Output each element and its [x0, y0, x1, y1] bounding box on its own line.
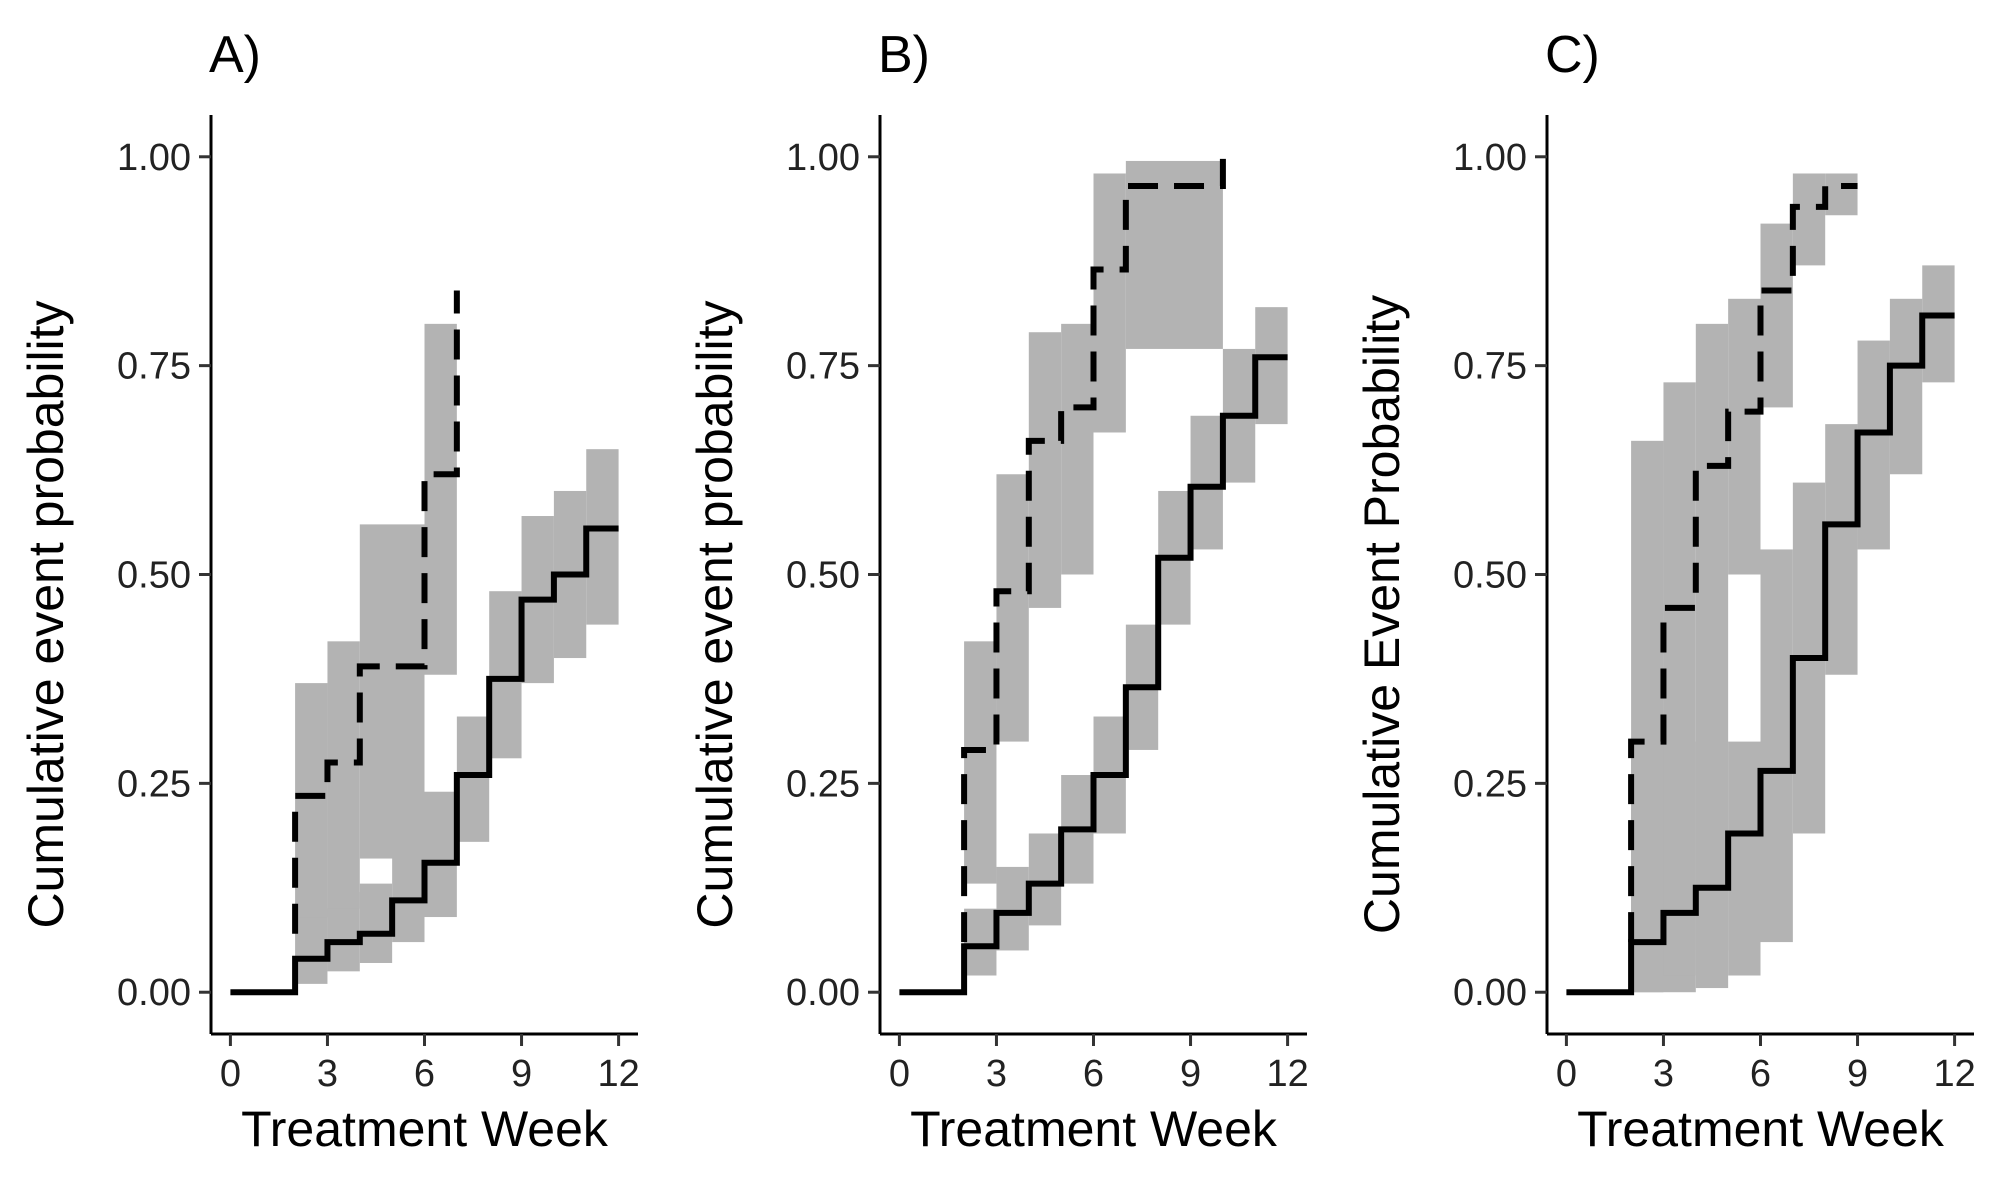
confidence-band: [1061, 323, 1094, 575]
y-tick-label: 0.75: [1453, 346, 1527, 388]
confidence-band: [489, 591, 522, 759]
panel: 0.00 0.25 0.50 0.75 1.00 0 3 6 9 12 Treatment Week…: [1354, 26, 1976, 1157]
confidence-band: [964, 641, 997, 884]
y-tick-label: 0.50: [1453, 555, 1527, 597]
confidence-band: [996, 866, 1029, 951]
panel-title: C): [1545, 26, 1600, 84]
x-tick-label: 12: [1933, 1053, 1975, 1095]
x-tick-label: 0: [889, 1053, 910, 1095]
x-tick-label: 6: [1750, 1053, 1771, 1095]
y-tick-label: 0.00: [117, 972, 191, 1014]
confidence-band: [295, 683, 328, 918]
y-tick-label: 1.00: [786, 137, 860, 179]
x-tick-label: 6: [1083, 1053, 1104, 1095]
confidence-band: [1728, 741, 1761, 976]
confidence-band: [1857, 340, 1890, 550]
confidence-band: [964, 908, 997, 976]
confidence-band: [1028, 833, 1062, 926]
x-tick-label: 3: [986, 1053, 1007, 1095]
step-line: [292, 290, 460, 934]
y-axis-title: Cumulative event probability: [687, 300, 743, 928]
step-line: [961, 156, 1226, 943]
confidence-band: [586, 449, 619, 625]
confidence-band: [1760, 223, 1793, 408]
confidence-band: [1792, 173, 1826, 266]
confidence-band: [1190, 415, 1223, 550]
y-tick-label: 0.25: [117, 763, 191, 805]
y-axis-title: Cumulative event probability: [18, 300, 74, 928]
y-tick-label: 0.00: [1453, 972, 1527, 1014]
x-axis-title: Treatment Week: [910, 1101, 1278, 1157]
x-tick-label: 3: [317, 1053, 338, 1095]
confidence-band: [1093, 173, 1126, 433]
y-tick-label: 0.25: [1453, 763, 1527, 805]
confidence-band: [1028, 332, 1062, 608]
confidence-band: [295, 908, 328, 984]
y-tick-label: 0.50: [786, 555, 860, 597]
x-tick-label: 9: [1847, 1053, 1868, 1095]
x-tick-label: 3: [1653, 1053, 1674, 1095]
y-tick-label: 0.25: [786, 763, 860, 805]
confidence-band: [359, 883, 393, 963]
y-tick-label: 0.00: [786, 972, 860, 1014]
step-line: [230, 525, 619, 996]
x-tick-label: 6: [414, 1053, 435, 1095]
y-tick-label: 0.75: [117, 346, 191, 388]
confidence-band: [1125, 160, 1223, 349]
confidence-band: [327, 641, 360, 909]
panel: 0.00 0.25 0.50 0.75 1.00 0 3 6 9 12 Treatment Week…: [18, 26, 640, 1157]
step-line: [1628, 183, 1858, 943]
y-axis-title: Cumulative Event Probability: [1354, 295, 1410, 934]
step-line: [1566, 312, 1955, 996]
confidence-band: [424, 323, 457, 675]
y-tick-label: 0.50: [117, 555, 191, 597]
confidence-band: [1728, 298, 1761, 575]
confidence-band: [1695, 323, 1729, 951]
x-tick-label: 0: [220, 1053, 241, 1095]
confidence-band: [1825, 173, 1858, 216]
confidence-band: [456, 716, 490, 842]
x-tick-label: 12: [1266, 1053, 1308, 1095]
x-axis-title: Treatment Week: [1577, 1101, 1945, 1157]
confidence-band: [1889, 298, 1923, 475]
confidence-band: [1255, 307, 1288, 425]
x-axis-title: Treatment Week: [241, 1101, 609, 1157]
panel: 0.00 0.25 0.50 0.75 1.00 0 3 6 9 12 Treatment Week…: [687, 26, 1309, 1157]
x-tick-label: 0: [1556, 1053, 1577, 1095]
step-line: [899, 354, 1288, 996]
confidence-band: [1922, 265, 1955, 383]
y-tick-label: 0.75: [786, 346, 860, 388]
panel-title: B): [878, 26, 930, 84]
confidence-band: [1631, 440, 1664, 993]
confidence-band: [1663, 382, 1696, 976]
x-tick-label: 12: [597, 1053, 639, 1095]
confidence-band: [1825, 424, 1858, 675]
y-tick-label: 1.00: [117, 137, 191, 179]
confidence-band: [996, 474, 1029, 742]
confidence-band: [359, 524, 425, 859]
panel-title: A): [209, 26, 261, 84]
y-tick-label: 1.00: [1453, 137, 1527, 179]
x-tick-label: 9: [1180, 1053, 1201, 1095]
confidence-band: [424, 791, 457, 918]
x-tick-label: 9: [511, 1053, 532, 1095]
confidence-band: [1760, 549, 1793, 943]
